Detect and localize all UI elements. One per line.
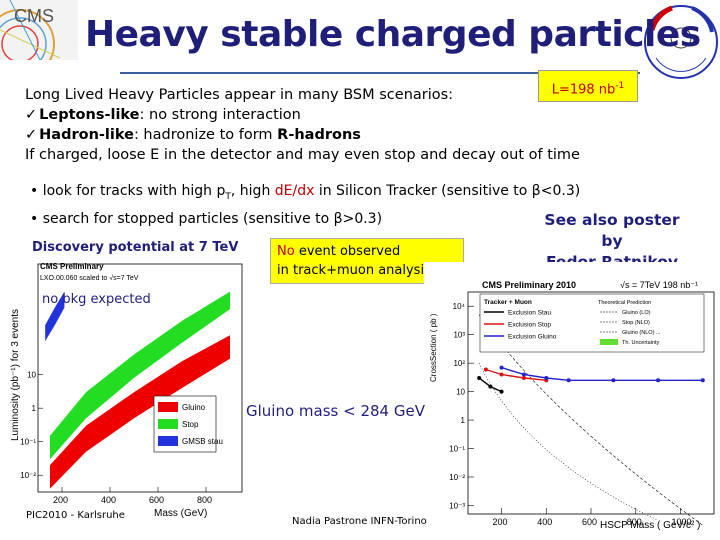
cross-section-chart: CMS Preliminary 2010 √s = 7TeV 198 nb⁻¹ … <box>424 262 720 532</box>
chart2-legend-label: Exclusion Stop <box>508 322 551 329</box>
chart2-x-tick-label: 200 <box>493 517 508 527</box>
chart1-x-tick-label: 400 <box>101 495 116 505</box>
chart2-legend <box>479 293 705 353</box>
chart2-point-exclusion-gluino <box>700 378 705 383</box>
chart2-x-tick-label: 1000 <box>671 517 691 527</box>
chart1-legend-label: Gluino <box>182 403 206 412</box>
chart1-legend-swatch <box>158 436 178 446</box>
chart1-y-tick-label: 1 <box>32 404 37 413</box>
chart2-legend-label: Gluino (NLO) ... <box>622 330 661 336</box>
footer-center: Nadia Pastrone INFN-Torino <box>292 516 427 527</box>
chart2-point-exclusion-gluino <box>544 376 549 381</box>
discovery-heading: Discovery potential at 7 TeV <box>32 240 239 255</box>
chart2-y-tick-label: 10² <box>453 359 465 368</box>
checkmark-icon: ✓ <box>25 107 38 123</box>
checkmark-icon: ✓ <box>25 127 38 143</box>
chart2-y-tick-label: 1 <box>461 416 466 425</box>
cms-logo-text: CMS <box>14 6 54 26</box>
chart2-point-exclusion-stau <box>488 384 493 389</box>
chart2-point-exclusion-stop <box>483 367 488 372</box>
chart1-frame <box>37 263 243 493</box>
chart2-title: CMS Preliminary 2010 <box>482 280 576 290</box>
chart2-legend-label: Gluino (LO) <box>622 310 651 316</box>
chart2-legend-right-title: Theoretical Prediction <box>598 300 651 306</box>
slide-title: Heavy stable charged particles <box>85 14 701 55</box>
chart1-ylabel: Luminosity (pb⁻¹) for 3 events <box>10 309 21 441</box>
chart2-x-tick-label: 400 <box>537 517 552 527</box>
chart2-xlabel: HSCP Mass ( GeV/c² ) <box>600 520 700 531</box>
chart2-x-tick-label: 600 <box>582 517 597 527</box>
conference-seal-icon <box>644 5 718 79</box>
chart2-legend-label: Stop (NLO) <box>622 320 650 326</box>
intro-line-1: Long Lived Heavy Particles appear in man… <box>25 87 454 103</box>
chart2-subtitle: √s = 7TeV 198 nb⁻¹ <box>620 280 698 290</box>
chart1-legend-label: GMSB stau <box>182 437 223 446</box>
chart1-y-tick-label: 10⁻¹ <box>20 438 36 447</box>
chart1-band-gluino <box>50 335 230 489</box>
chart1-legend-label: Stop <box>182 420 199 429</box>
chart1-legend-swatch <box>158 402 178 412</box>
chart1-y-tick-label: 10⁻² <box>20 471 36 480</box>
luminosity-badge: L=198 nb-1 <box>538 70 638 102</box>
bullet-list: • look for tracks with high pT, high dE/… <box>30 180 580 230</box>
chart2-line-exclusion-stop <box>485 368 547 381</box>
chart2-y-tick-label: 10³ <box>453 331 465 340</box>
chart1-band-stop <box>50 291 230 460</box>
chart1-subtitle: LXO.00.060 scaled to √s=7 TeV <box>40 274 139 282</box>
chart2-point-exclusion-gluino <box>566 378 571 383</box>
chart2-ylabel: CrossSection ( pb ) <box>429 313 438 382</box>
intro-text: Long Lived Heavy Particles appear in man… <box>25 85 580 165</box>
chart2-point-exclusion-gluino <box>611 378 616 383</box>
chart2-legend-swatch <box>600 339 618 345</box>
chart2-legend-label: Exclusion Stau <box>508 310 551 317</box>
chart2-panel-label: Tracker + Muon <box>484 299 532 306</box>
chart1-legend-swatch <box>158 419 178 429</box>
chart2-point-exclusion-gluino <box>656 378 661 383</box>
chart2-point-exclusion-stop <box>499 372 504 377</box>
chart1-annotation: no bkg expected <box>42 292 151 307</box>
gluino-mass-limit: Gluino mass < 284 GeV <box>246 402 425 420</box>
chart1-x-tick-label: 800 <box>197 495 212 505</box>
chart2-x-tick-label: 800 <box>627 517 642 527</box>
title-underline <box>120 72 640 74</box>
chart2-legend-label: Th. Uncertainty <box>622 340 660 346</box>
cms-logo: CMS <box>0 0 78 60</box>
intro-line-3: ✓ Hadron-like: hadronize to form R-hadron… <box>25 127 361 143</box>
bullet-2: • search for stopped particles (sensitiv… <box>30 210 383 227</box>
bullet-1: • look for tracks with high pT, high dE/… <box>30 183 581 202</box>
chart2-point-exclusion-stop <box>521 376 526 381</box>
footer-left: PIC2010 - Karlsruhe <box>26 510 125 521</box>
chart2-point-exclusion-gluino <box>499 365 504 370</box>
chart1-x-tick-label: 600 <box>149 495 164 505</box>
intro-line-4: If charged, loose E in the detector and … <box>25 147 580 163</box>
chart2-point-exclusion-stau <box>477 376 482 381</box>
chart2-y-tick-label: 10⁻³ <box>449 501 465 510</box>
chart2-point-exclusion-gluino <box>521 372 526 377</box>
chart2-y-tick-label: 10 <box>456 388 465 397</box>
chart1-xlabel: Mass (GeV) <box>154 508 207 519</box>
chart2-y-tick-label: 10⁻¹ <box>449 445 465 454</box>
chart1-y-tick-label: 10 <box>27 371 36 380</box>
chart2-point-exclusion-stau <box>499 389 504 394</box>
chart1-title: CMS Preliminary <box>40 262 104 271</box>
intro-line-2: ✓ Leptons-like: no strong interaction <box>25 107 301 123</box>
chart2-y-tick-label: 10⁻² <box>449 473 465 482</box>
chart2-legend-label: Exclusion Gluino <box>508 334 557 341</box>
no-event-badge: No event observed in track+muon analysis <box>270 238 464 284</box>
chart1-band-gmsb-stau <box>45 291 65 342</box>
chart1-x-tick-label: 200 <box>53 495 68 505</box>
chart2-y-tick-label: 10⁴ <box>453 302 466 311</box>
